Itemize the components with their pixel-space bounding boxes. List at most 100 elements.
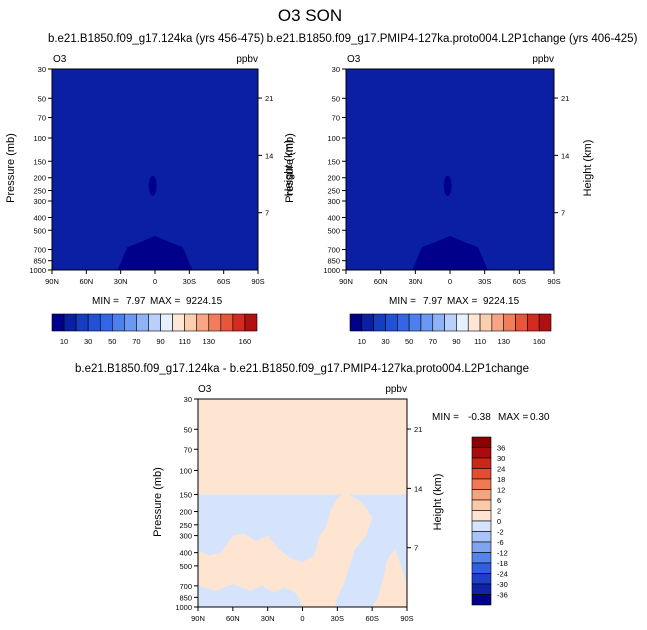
negative-diff-region [335,494,407,607]
panel-left-plot [51,68,259,271]
panel-right-colorbar: 10 30 50 70 90 110 130 160 [349,313,552,346]
colorbar-swatch [479,313,493,332]
colorbar-swatch [148,313,161,332]
colorbar-label: -36 [497,591,508,600]
colorbar-swatch [471,541,492,553]
colorbar-label: -30 [497,580,508,589]
panel-left-ylabel: Pressure (mb) [5,133,17,203]
latitude-tick-label: 30S [331,614,344,623]
colorbar-swatch [471,478,492,490]
colorbar-swatch [124,313,137,332]
colorbar-swatch [471,552,492,564]
pressure-tick-label: 500 [33,226,46,235]
panel-left-max-label: MAX = [150,296,180,307]
panel-right: b.e21.B1850.f09_g17.PMIP4-127ka.proto004… [267,33,638,346]
panel-difference-latitude-axis: 90N 60N 30N 0 30S 60S 90S [191,607,414,623]
colorbar-swatch [63,313,77,332]
pressure-tick-label: 400 [33,213,46,222]
latitude-tick-label: 60S [365,614,378,623]
colorbar-swatch [220,313,234,332]
latitude-tick-label: 60S [513,277,526,286]
colorbar-label: 30 [84,337,92,346]
pressure-tick-label: 500 [179,562,192,571]
latitude-tick-label: 0 [153,277,157,286]
pressure-tick-label: 150 [33,157,46,166]
pressure-tick-label: 200 [33,174,46,183]
panel-left-max-value: 9224.15 [186,296,223,307]
pressure-tick-label: 700 [33,246,46,255]
latitude-tick-label: 30S [478,277,491,286]
colorbar-swatch [444,313,457,332]
colorbar-swatch [160,313,173,332]
panel-left-var-label: O3 [53,54,67,65]
pressure-tick-label: 200 [327,174,340,183]
panel-difference: b.e21.B1850.f09_g17.124ka - b.e21.B1850.… [75,363,550,623]
colorbar-swatch [349,313,363,332]
colorbar-label: 160 [533,337,546,346]
height-tick-label: 14 [265,151,273,160]
contour-band-1 [346,69,554,270]
colorbar-label: 18 [497,475,505,484]
pressure-tick-label: 50 [38,94,46,103]
pressure-tick-label: 500 [327,226,340,235]
pressure-tick-label: 100 [327,134,340,143]
panel-right-title: b.e21.B1850.f09_g17.PMIP4-127ka.proto004… [267,33,638,45]
pressure-tick-label: 400 [327,213,340,222]
panel-left-minmax: MIN = 7.97 MAX = 9224.15 [92,296,223,307]
panel-left-latitude-axis: 90N 60N 30N 0 30S 60S 90S [45,270,265,286]
panel-right-var-label: O3 [347,54,361,65]
colorbar-label: 24 [497,465,505,474]
panel-difference-max-value: 0.30 [530,412,550,423]
colorbar-swatch [232,313,246,332]
negative-diff-region [198,494,344,563]
surface-min-core [143,245,176,270]
colorbar-swatch [471,468,492,480]
panel-right-min-label: MIN = [389,296,416,307]
colorbar-swatch [515,313,528,332]
colorbar-swatch [208,313,222,332]
pressure-tick-label: 700 [327,246,340,255]
colorbar-label: 36 [497,444,505,453]
surface-min-core [438,245,471,270]
colorbar-swatch [471,499,492,511]
height-tick-label: 21 [265,94,273,103]
contour-band-1 [52,69,258,270]
colorbar-label: 130 [497,337,510,346]
pressure-tick-label: 250 [179,521,192,530]
colorbar-swatch [527,313,540,332]
colorbar-swatch [361,313,374,332]
colorbar-swatch [385,313,398,332]
colorbar-label: 30 [381,337,389,346]
colorbar-label: 70 [132,337,140,346]
pressure-tick-label: 850 [179,593,192,602]
pressure-tick-label: 50 [332,94,340,103]
pressure-tick-label: 30 [38,65,46,74]
panel-right-max-value: 9224.15 [483,296,520,307]
panel-left-min-label: MIN = [92,296,119,307]
colorbar-swatch [184,313,198,332]
colorbar-swatch [408,313,422,332]
panel-right-minmax: MIN = 7.97 MAX = 9224.15 [389,296,520,307]
panel-right-latitude-axis: 90N 60N 30N 0 30S 60S 90S [339,270,561,286]
pressure-tick-label: 100 [33,134,46,143]
latitude-tick-label: 30S [183,277,196,286]
colorbar-swatch [471,583,492,595]
colorbar-label: -24 [497,570,508,579]
panel-difference-minmax: MIN = -0.38 MAX = 0.30 [432,412,550,423]
pressure-tick-label: 70 [332,114,340,123]
colorbar-swatch [503,313,516,332]
colorbar-swatch [420,313,434,332]
latitude-tick-label: 0 [300,614,304,623]
panel-difference-plot [197,398,408,608]
height-tick-label: 7 [414,544,418,553]
colorbar-swatch [196,313,210,332]
latitude-tick-label: 90N [339,277,353,286]
panel-right-unit-label: ppbv [532,54,554,65]
panel-left: b.e21.B1850.f09_g17.124ka (yrs 456-475) … [5,33,295,346]
colorbar-label: 160 [239,337,252,346]
colorbar-label: -2 [497,528,504,537]
panel-left-colorbar: 10 30 50 70 90 110 130 160 [51,313,258,346]
